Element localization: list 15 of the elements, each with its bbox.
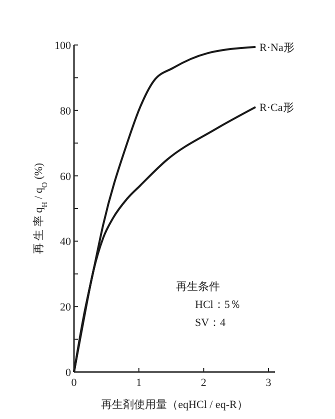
x-tick-label: 3 <box>266 377 272 389</box>
y-tick-label: 60 <box>60 170 72 183</box>
y-tick-label: 0 <box>66 367 72 379</box>
x-tick-label: 1 <box>136 377 142 389</box>
annotation: SV：4 <box>195 317 226 329</box>
y-tick-label: 80 <box>60 105 72 118</box>
series-label: R·Ca形 <box>260 102 294 114</box>
x-tick-label: 2 <box>200 377 206 389</box>
series-label: R·Na形 <box>260 42 294 54</box>
y-tick-label: 40 <box>60 236 72 248</box>
y-tick-label: 20 <box>60 302 72 314</box>
annotation: 再生条件 <box>176 280 220 293</box>
x-axis-title: 再生剤使用量（eqHCl / eq-R） <box>101 398 248 411</box>
annotation: HCl：5％ <box>195 299 241 311</box>
y-tick-label: 100 <box>54 40 72 52</box>
